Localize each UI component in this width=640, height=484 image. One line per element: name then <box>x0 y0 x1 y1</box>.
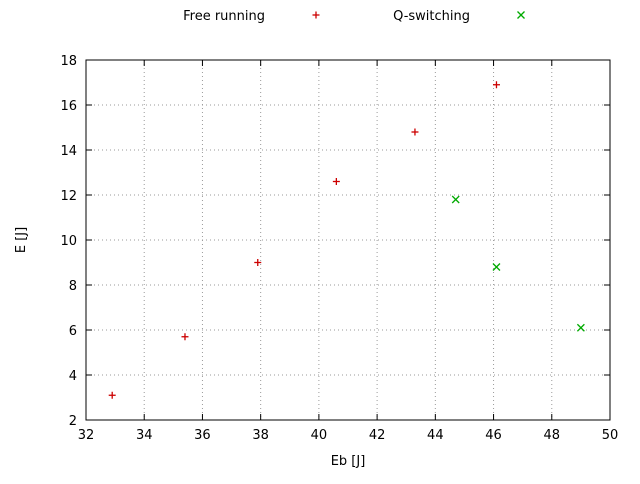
x-tick-label: 48 <box>544 428 561 443</box>
plus-marker <box>108 391 116 399</box>
cross-marker <box>576 323 585 332</box>
x-tick-label: 44 <box>427 428 444 443</box>
plot-border <box>85 59 611 421</box>
y-tick-label: 16 <box>60 99 77 114</box>
legend-label: Free running <box>183 9 265 24</box>
plus-marker <box>181 333 189 341</box>
series-q-switching <box>451 195 585 332</box>
x-tick-label: 36 <box>194 428 211 443</box>
y-tick-label: 2 <box>69 414 77 429</box>
plus-marker <box>411 128 419 136</box>
y-tick-label: 10 <box>60 234 77 249</box>
series-free-running <box>108 81 500 399</box>
y-tick-label: 12 <box>60 189 77 204</box>
y-axis-label: E [J] <box>14 227 29 253</box>
y-tick-label: 14 <box>60 144 77 159</box>
y-tick-label: 4 <box>69 369 77 384</box>
x-tick-label: 40 <box>311 428 328 443</box>
plus-marker <box>332 178 340 185</box>
cross-marker <box>517 11 525 19</box>
plus-marker <box>254 259 262 266</box>
cross-marker <box>451 195 460 204</box>
y-tick-label: 6 <box>69 324 77 339</box>
x-tick-label: 50 <box>602 428 619 443</box>
cross-marker <box>492 263 501 271</box>
plus-marker <box>312 11 320 19</box>
x-tick-label: 34 <box>136 428 153 443</box>
x-tick-label: 42 <box>369 428 386 443</box>
plus-marker <box>492 81 500 89</box>
x-axis-label: Eb [J] <box>331 454 366 469</box>
x-tick-label: 38 <box>252 428 269 443</box>
x-tick-label: 32 <box>78 428 95 443</box>
y-tick-label: 18 <box>60 54 77 69</box>
x-tick-label: 46 <box>485 428 502 443</box>
legend-label: Q-switching <box>393 9 470 24</box>
y-tick-label: 8 <box>69 279 77 294</box>
